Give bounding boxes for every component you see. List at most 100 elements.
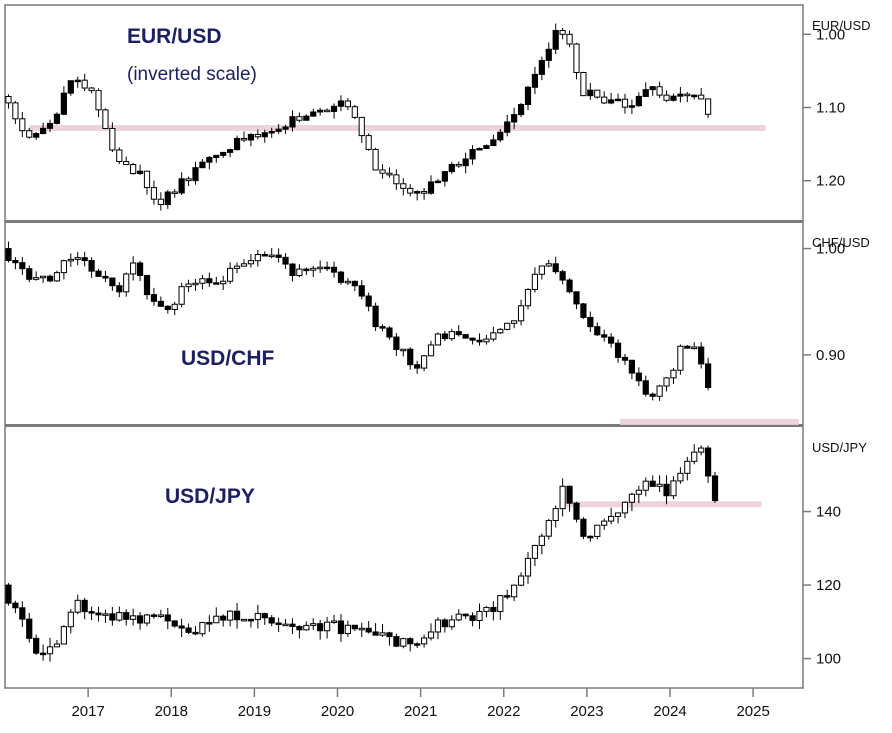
candle-body [60,92,67,115]
candle-body [490,139,497,147]
candle-body [199,278,206,284]
candle-body [206,622,213,625]
candle-body [192,282,199,286]
y-tick-label: 120 [816,577,841,594]
candles-layer [5,23,799,662]
candle-body [310,267,317,271]
candle-body [691,346,698,350]
candle-body [220,280,227,285]
candle-body [254,254,261,262]
candle-body [393,636,400,647]
candle-body [483,338,490,343]
candle-body [365,295,372,307]
candle-body [538,59,545,75]
candle-body [157,300,164,307]
candle-body [12,602,19,609]
candle-body [233,265,241,269]
candle-body [74,79,81,83]
candle-body [227,149,234,153]
candle-body [469,615,476,621]
candle-body [448,619,455,628]
candle-body [171,620,178,627]
candle-body [164,305,171,311]
candle-body [261,132,268,138]
candle-body [254,133,261,138]
candle-body [317,109,324,113]
candle-body [60,260,67,274]
candle-body [511,320,518,324]
candle-body [192,167,199,182]
candle-body [628,493,636,503]
candle-body [26,618,33,639]
candle-body [310,623,317,626]
candle-body [621,501,629,514]
candle-body [123,612,130,620]
candle-body [67,80,74,94]
candle-body [642,480,649,491]
candle-body [677,472,684,482]
candle-body [233,610,241,621]
candle-body [116,612,123,621]
candle-body [504,121,511,133]
candle-body [46,275,54,282]
candle-body [441,171,448,182]
candle-body [39,127,47,135]
candle-body [227,610,234,621]
candle-body [136,170,144,175]
candle-body [213,615,220,624]
candle-body [116,149,123,163]
candle-body [559,271,566,281]
candle-body [414,191,421,194]
titles-layer: EUR/USD (inverted scale) USD/CHF USD/JPY [127,25,275,508]
candle-body [677,93,684,97]
candle-body [178,625,185,629]
candle-body [95,270,102,277]
candle-body [88,87,95,92]
candle-body [351,106,358,118]
candle-body [704,98,712,115]
candle-body [455,163,462,167]
candle-body [95,612,102,616]
candle-body [185,283,192,288]
candle-body [282,623,289,627]
candle-body [143,170,151,189]
candle-body [698,346,705,365]
candle-body [337,620,345,635]
candle-body [26,268,33,280]
candle-body [635,95,642,107]
candle-body [462,613,469,617]
candle-body [157,614,164,617]
candle-body [400,183,407,189]
candle-body [704,447,712,477]
candle-body [220,151,227,156]
candle-body [441,333,448,340]
candle-body [365,135,372,150]
candle-body [46,122,54,129]
candle-body [185,627,192,633]
candle-body [545,520,552,537]
candle-body [130,262,137,275]
candle-body [670,95,677,101]
candle-body [39,275,47,279]
candle-body [462,334,469,339]
candle-body [566,279,573,293]
candle-body [199,161,206,169]
candle-body [178,286,185,305]
candle-body [123,161,130,166]
candle-body [545,263,552,267]
y-tick-label: 1.00 [816,241,845,258]
candle-body [178,178,185,194]
candle-body [372,631,379,636]
candle-body [275,622,282,626]
candle-body [621,98,629,108]
candle-body [545,48,552,61]
candle-body [684,345,691,349]
candle-body [5,96,12,104]
candle-body [19,118,26,132]
candle-body [185,178,192,182]
candle-body [33,133,40,138]
x-tick-label: 2018 [155,703,188,720]
x-tick-label: 2020 [321,703,354,720]
candle-body [434,333,442,346]
y-tick-label: 1.10 [816,100,845,117]
